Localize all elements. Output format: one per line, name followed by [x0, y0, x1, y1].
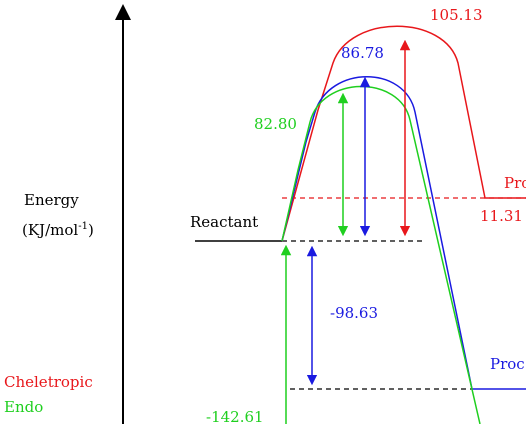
blue-product-label: Proc — [490, 355, 525, 373]
cheletropic-product-label: Pro — [504, 174, 526, 192]
axis-label-energy: Energy — [24, 191, 79, 209]
blue-product-value: -98.63 — [330, 304, 378, 322]
cheletropic-ts-value: 105.13 — [430, 6, 483, 24]
blue-energy-path — [281, 76, 526, 390]
reactant-label: Reactant — [190, 213, 258, 231]
cheletropic-product-value: 11.31 — [480, 207, 523, 225]
legend-cheletropic: Cheletropic — [4, 373, 93, 391]
blue-ts-value: 86.78 — [341, 44, 384, 62]
axis-label-units: (KJ/mol-1) — [22, 221, 94, 239]
endo-ts-value: 82.80 — [254, 115, 297, 133]
endo-product-value: -142.61 — [206, 408, 264, 424]
cheletropic-energy-path — [281, 25, 526, 242]
legend-endo: Endo — [4, 398, 43, 416]
